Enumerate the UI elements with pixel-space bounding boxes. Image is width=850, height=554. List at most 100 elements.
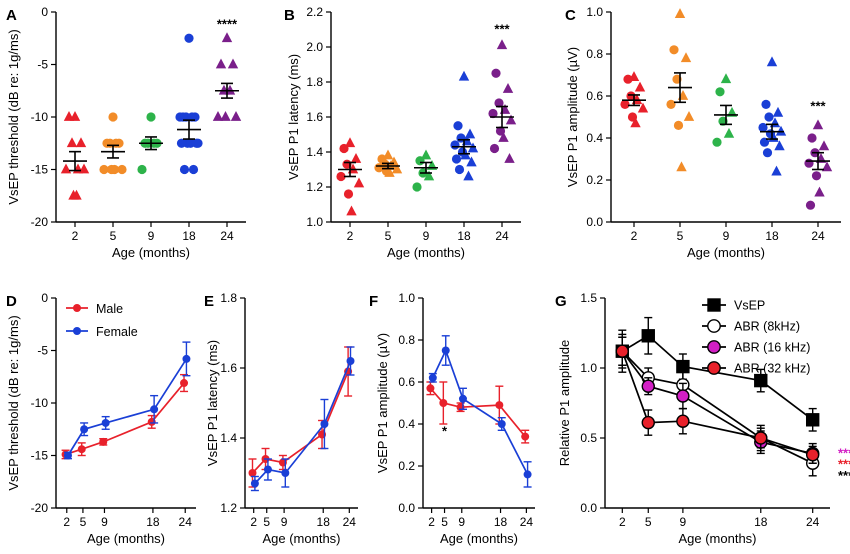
y-tick-label: -5 [37, 344, 48, 358]
data-point [758, 122, 768, 133]
data-point [248, 469, 257, 477]
y-tick-label: 0.6 [586, 89, 603, 103]
x-tick-label: 9 [680, 515, 687, 529]
data-point [623, 74, 633, 84]
data-point [441, 346, 450, 355]
y-axis-label: VsEP threshold (dB re: 1g/ms) [6, 315, 21, 490]
data-point [99, 164, 109, 175]
y-tick-label: 0 [41, 5, 48, 19]
data-point [344, 137, 356, 148]
x-tick-label: 18 [765, 229, 779, 243]
data-point [137, 164, 147, 175]
y-tick-label: 0.2 [398, 459, 415, 473]
data-point [495, 126, 506, 136]
data-point [412, 182, 422, 192]
x-tick-label: 24 [495, 229, 509, 243]
data-point [63, 451, 72, 460]
data-point [175, 112, 185, 122]
x-tick-label: 5 [110, 229, 117, 243]
significance-label: *** [810, 99, 826, 114]
data-point [498, 132, 509, 142]
data-point [184, 33, 194, 43]
y-tick-label: 0.8 [586, 47, 603, 61]
y-tick-label: 0.5 [580, 431, 597, 445]
legend-label: Female [96, 325, 138, 339]
panel-letter: G [555, 293, 567, 310]
y-axis-label: Relative P1 amplitude [557, 340, 572, 466]
data-point [615, 344, 630, 358]
data-point [188, 164, 199, 175]
data-point [497, 420, 506, 428]
data-point [641, 415, 655, 430]
data-point [150, 405, 159, 414]
data-point [676, 161, 687, 172]
y-tick-label: 1.6 [306, 110, 323, 124]
y-tick-label: 0.0 [398, 501, 415, 515]
data-point [63, 111, 75, 121]
significance-label: * [442, 423, 448, 438]
x-tick-label: 18 [494, 515, 508, 529]
data-point [426, 384, 435, 393]
x-tick-label: 18 [754, 515, 768, 529]
data-point [491, 68, 501, 78]
x-tick-label: 9 [458, 515, 465, 529]
data-point [495, 401, 504, 410]
data-point [77, 445, 86, 454]
y-tick-label: 1.0 [580, 361, 597, 375]
y-tick-label: -5 [37, 58, 48, 72]
panel-letter: B [284, 7, 295, 24]
legend-label: ABR (16 kHz) [734, 341, 810, 355]
x-tick-label: 9 [423, 229, 430, 243]
data-point [71, 189, 82, 200]
y-tick-label: 1.4 [220, 431, 237, 445]
x-tick-label: 5 [385, 229, 392, 243]
data-point [220, 111, 231, 121]
data-point [807, 133, 817, 143]
y-tick-label: 2.2 [306, 5, 323, 19]
legend-label: ABR (32 kHz) [734, 362, 810, 376]
data-point [676, 389, 690, 403]
data-point [179, 164, 190, 175]
panel-letter: C [565, 7, 576, 24]
data-point [805, 413, 820, 427]
data-point [805, 448, 820, 462]
data-point [666, 99, 676, 109]
data-point [78, 163, 90, 174]
y-tick-label: -10 [31, 110, 49, 124]
data-point [281, 469, 290, 477]
x-tick-label: 5 [645, 515, 652, 529]
series-line [65, 382, 185, 456]
y-tick-label: -15 [31, 163, 49, 177]
y-tick-label: 0.4 [398, 417, 415, 431]
data-point [453, 121, 463, 131]
data-point [66, 137, 78, 148]
y-tick-label: 1.5 [580, 291, 597, 305]
data-point [771, 165, 782, 176]
x-axis-label: Age (months) [112, 245, 190, 260]
x-tick-label: 24 [520, 515, 534, 529]
x-tick-label: 9 [101, 515, 108, 529]
panel-B: 1.0 1.2 1.4 1.6 1.8 2.0 2.2 2 5 9 18 24 Age (months)… [284, 5, 521, 260]
data-point [502, 83, 514, 93]
data-point [146, 112, 156, 122]
data-point [489, 143, 500, 154]
data-point [683, 111, 695, 121]
y-tick-label: 1.2 [220, 501, 237, 515]
data-point [774, 140, 785, 151]
significance-label: *** [838, 468, 850, 483]
x-tick-label: 24 [806, 515, 820, 529]
data-point [391, 163, 403, 174]
data-point [814, 186, 825, 197]
x-axis-label: Age (months) [262, 531, 340, 546]
data-point [754, 373, 768, 388]
y-tick-label: -15 [31, 449, 49, 463]
data-point [521, 432, 530, 441]
panel-letter: A [6, 7, 17, 24]
data-point [339, 143, 349, 154]
x-tick-label: 24 [811, 229, 825, 243]
data-point [336, 171, 346, 182]
data-point [712, 137, 722, 147]
data-point [759, 137, 770, 147]
legend-label: Male [96, 302, 123, 316]
x-tick-label: 24 [343, 515, 357, 529]
